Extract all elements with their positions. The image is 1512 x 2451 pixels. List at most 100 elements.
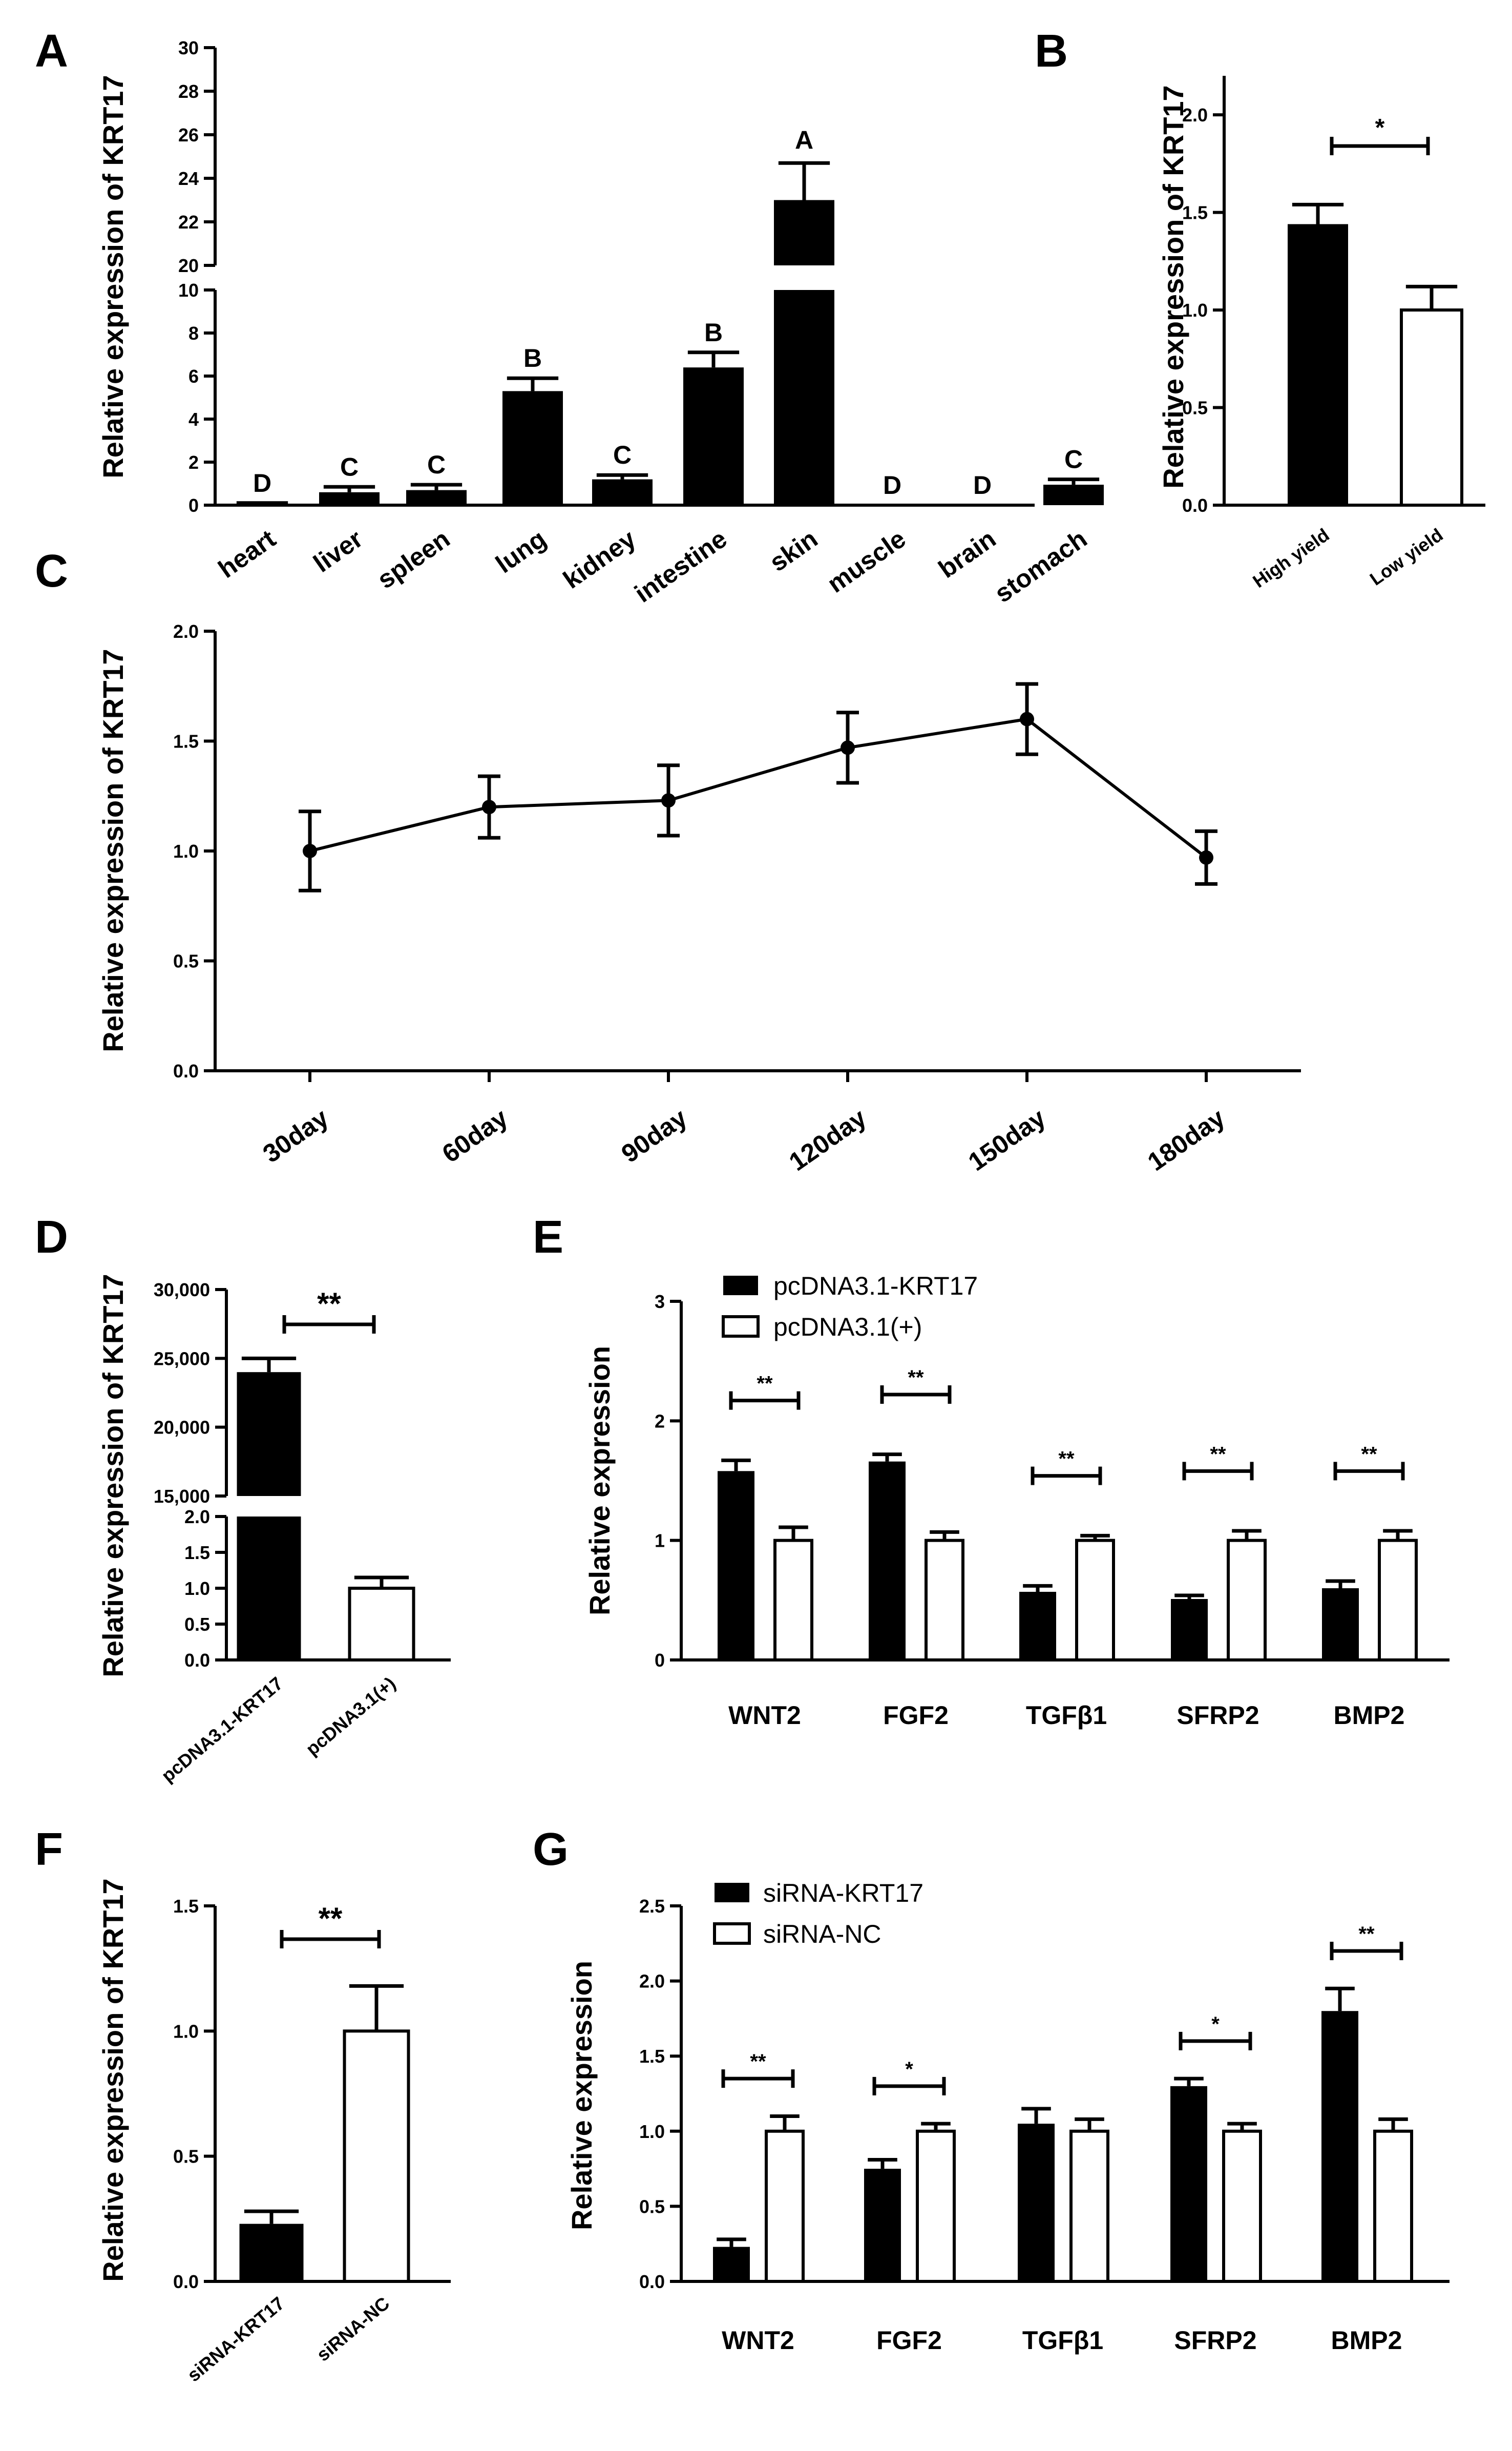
panel-f-bar xyxy=(239,2224,304,2281)
panel-f-y-tick-label: 1.5 xyxy=(173,1896,199,1917)
panel-g-category-label: WNT2 xyxy=(722,2326,794,2355)
panel-a-category-label: stomach xyxy=(990,524,1093,608)
panel-label-A: A xyxy=(35,26,68,77)
panel-a-category-label: muscle xyxy=(822,524,911,598)
panel-e-y-tick-label: 1 xyxy=(655,1530,665,1551)
panel-e-bar xyxy=(1322,1588,1359,1660)
panel-f-y-tick-label: 0.0 xyxy=(173,2271,199,2292)
panel-b-significance-label: * xyxy=(1375,114,1385,141)
panel-e-significance-label: ** xyxy=(1361,1443,1377,1465)
panel-g-bar xyxy=(1321,2011,1358,2281)
panel-label-C: C xyxy=(35,546,68,597)
panel-a-bar xyxy=(774,200,834,265)
panel-a-upper-y-tick-label: 28 xyxy=(178,81,199,102)
panel-c-category-label: 180day xyxy=(1142,1103,1230,1176)
panel-g-bar xyxy=(1069,2129,1109,2283)
panel-e-bar xyxy=(1378,1539,1418,1662)
panel-label-D: D xyxy=(35,1212,68,1263)
panel-c-series-line xyxy=(309,717,1207,859)
panel-g-bar xyxy=(864,2169,901,2281)
panel-label-G: G xyxy=(533,1824,569,1875)
panel-g-legend-swatch xyxy=(715,1883,749,1902)
panel-f-category-label: siRNA-NC xyxy=(312,2293,393,2365)
panel-g-bar xyxy=(1018,2124,1055,2281)
panel-c-y-tick-label: 1.5 xyxy=(173,731,199,752)
panel-f-y-label: Relative expression of KRT17 xyxy=(97,1878,129,2281)
panel-g-y-tick-label: 2.5 xyxy=(639,1896,665,1917)
panel-a-letter: B xyxy=(704,318,723,347)
panel-e-y-tick-label: 3 xyxy=(655,1291,665,1312)
panel-e-category-label: WNT2 xyxy=(728,1701,801,1730)
panel-d-y-label: Relative expression of KRT17 xyxy=(97,1274,129,1677)
panel-b-y-tick-label: 0.5 xyxy=(1182,398,1208,419)
panel-a-upper-y-tick-label: 30 xyxy=(178,37,199,58)
panel-a-category-label: intestine xyxy=(629,524,732,608)
panel-e-y-tick-label: 2 xyxy=(655,1410,665,1431)
panel-b-y-tick-label: 2.0 xyxy=(1182,105,1208,126)
panel-b-bar xyxy=(1288,224,1348,505)
panel-d-category-label: pcDNA3.1-KRT17 xyxy=(157,1673,287,1787)
panel-g-significance-label: ** xyxy=(1358,1923,1375,1945)
panel-a-category-label: kidney xyxy=(558,524,641,594)
panel-g-bar xyxy=(916,2129,956,2283)
panel-label-B: B xyxy=(1035,26,1068,77)
panel-c-data-point xyxy=(841,740,855,755)
panel-a-letter: A xyxy=(795,126,813,154)
panel-c-category-label: 90day xyxy=(616,1103,692,1168)
panel-e-legend-label: pcDNA3.1(+) xyxy=(773,1313,922,1341)
panel-a-bar xyxy=(406,490,467,505)
panel-a-bar xyxy=(1043,485,1104,505)
panel-d-lower-y-tick-label: 2.0 xyxy=(184,1506,210,1527)
panel-a-letter: D xyxy=(883,471,901,500)
panel-g-category-label: SFRP2 xyxy=(1174,2326,1256,2355)
panel-e-significance-label: ** xyxy=(757,1373,773,1395)
panel-e-bar xyxy=(1019,1592,1056,1660)
panel-c-data-point xyxy=(482,800,496,815)
panel-a-category-label: skin xyxy=(764,524,823,577)
panel-g-y-label: Relative expression xyxy=(565,1961,598,2230)
panel-g-legend-label: siRNA-KRT17 xyxy=(763,1879,923,1907)
panel-d-upper-y-tick-label: 15,000 xyxy=(154,1486,210,1507)
panel-f-category-label: siRNA-KRT17 xyxy=(183,2293,288,2386)
panel-g-y-tick-label: 0.0 xyxy=(639,2271,665,2292)
panel-e-bar xyxy=(718,1471,754,1660)
panel-a-upper-y-tick-label: 22 xyxy=(178,212,199,233)
panel-g-category-label: FGF2 xyxy=(876,2326,942,2355)
panel-a-bar xyxy=(683,367,744,505)
panel-a-category-label: lung xyxy=(491,524,552,578)
panel-a-letter: C xyxy=(613,441,632,469)
panel-g-y-tick-label: 0.5 xyxy=(639,2196,665,2217)
panel-c-data-point xyxy=(1020,712,1034,726)
panel-e-y-label: Relative expression xyxy=(583,1346,616,1615)
panel-g-significance-label: ** xyxy=(750,2050,766,2073)
panel-d-lower-y-tick-label: 1.5 xyxy=(184,1542,210,1563)
panel-b-y-tick-label: 0.0 xyxy=(1182,495,1208,516)
panel-b-bar xyxy=(1400,308,1463,507)
panel-b-category-label: High yield xyxy=(1249,524,1333,592)
panel-e-category-label: FGF2 xyxy=(883,1701,949,1730)
panel-e-legend-swatch xyxy=(723,1276,758,1295)
panel-c-y-tick-label: 0.0 xyxy=(173,1061,199,1082)
panel-b-y-tick-label: 1.5 xyxy=(1182,202,1208,223)
panel-d-bar xyxy=(237,1372,301,1496)
panel-a-category-label: liver xyxy=(308,524,368,578)
panel-a-bar xyxy=(319,492,380,505)
panel-d-bar-lower xyxy=(237,1517,301,1660)
panel-e-significance-label: ** xyxy=(1058,1448,1075,1470)
panel-c-data-point xyxy=(1199,850,1213,865)
panel-e-legend-label: pcDNA3.1-KRT17 xyxy=(773,1272,978,1300)
panel-a-upper-y-tick-label: 20 xyxy=(178,255,199,276)
panel-e-category-label: BMP2 xyxy=(1334,1701,1405,1730)
panel-a-bar-lower xyxy=(774,290,834,505)
panel-c-data-point xyxy=(661,793,676,808)
panel-e-bar xyxy=(1075,1539,1115,1662)
panel-g-y-tick-label: 1.0 xyxy=(639,2121,665,2142)
panel-c-category-label: 30day xyxy=(258,1103,333,1168)
panel-d-upper-y-tick-label: 25,000 xyxy=(154,1348,210,1369)
panel-g-bar xyxy=(1373,2129,1413,2283)
panel-d-lower-y-tick-label: 0.0 xyxy=(184,1650,210,1671)
panel-b-y-tick-label: 1.0 xyxy=(1182,300,1208,321)
panel-f-y-tick-label: 0.5 xyxy=(173,2146,199,2167)
panel-a-letter: C xyxy=(340,452,359,481)
